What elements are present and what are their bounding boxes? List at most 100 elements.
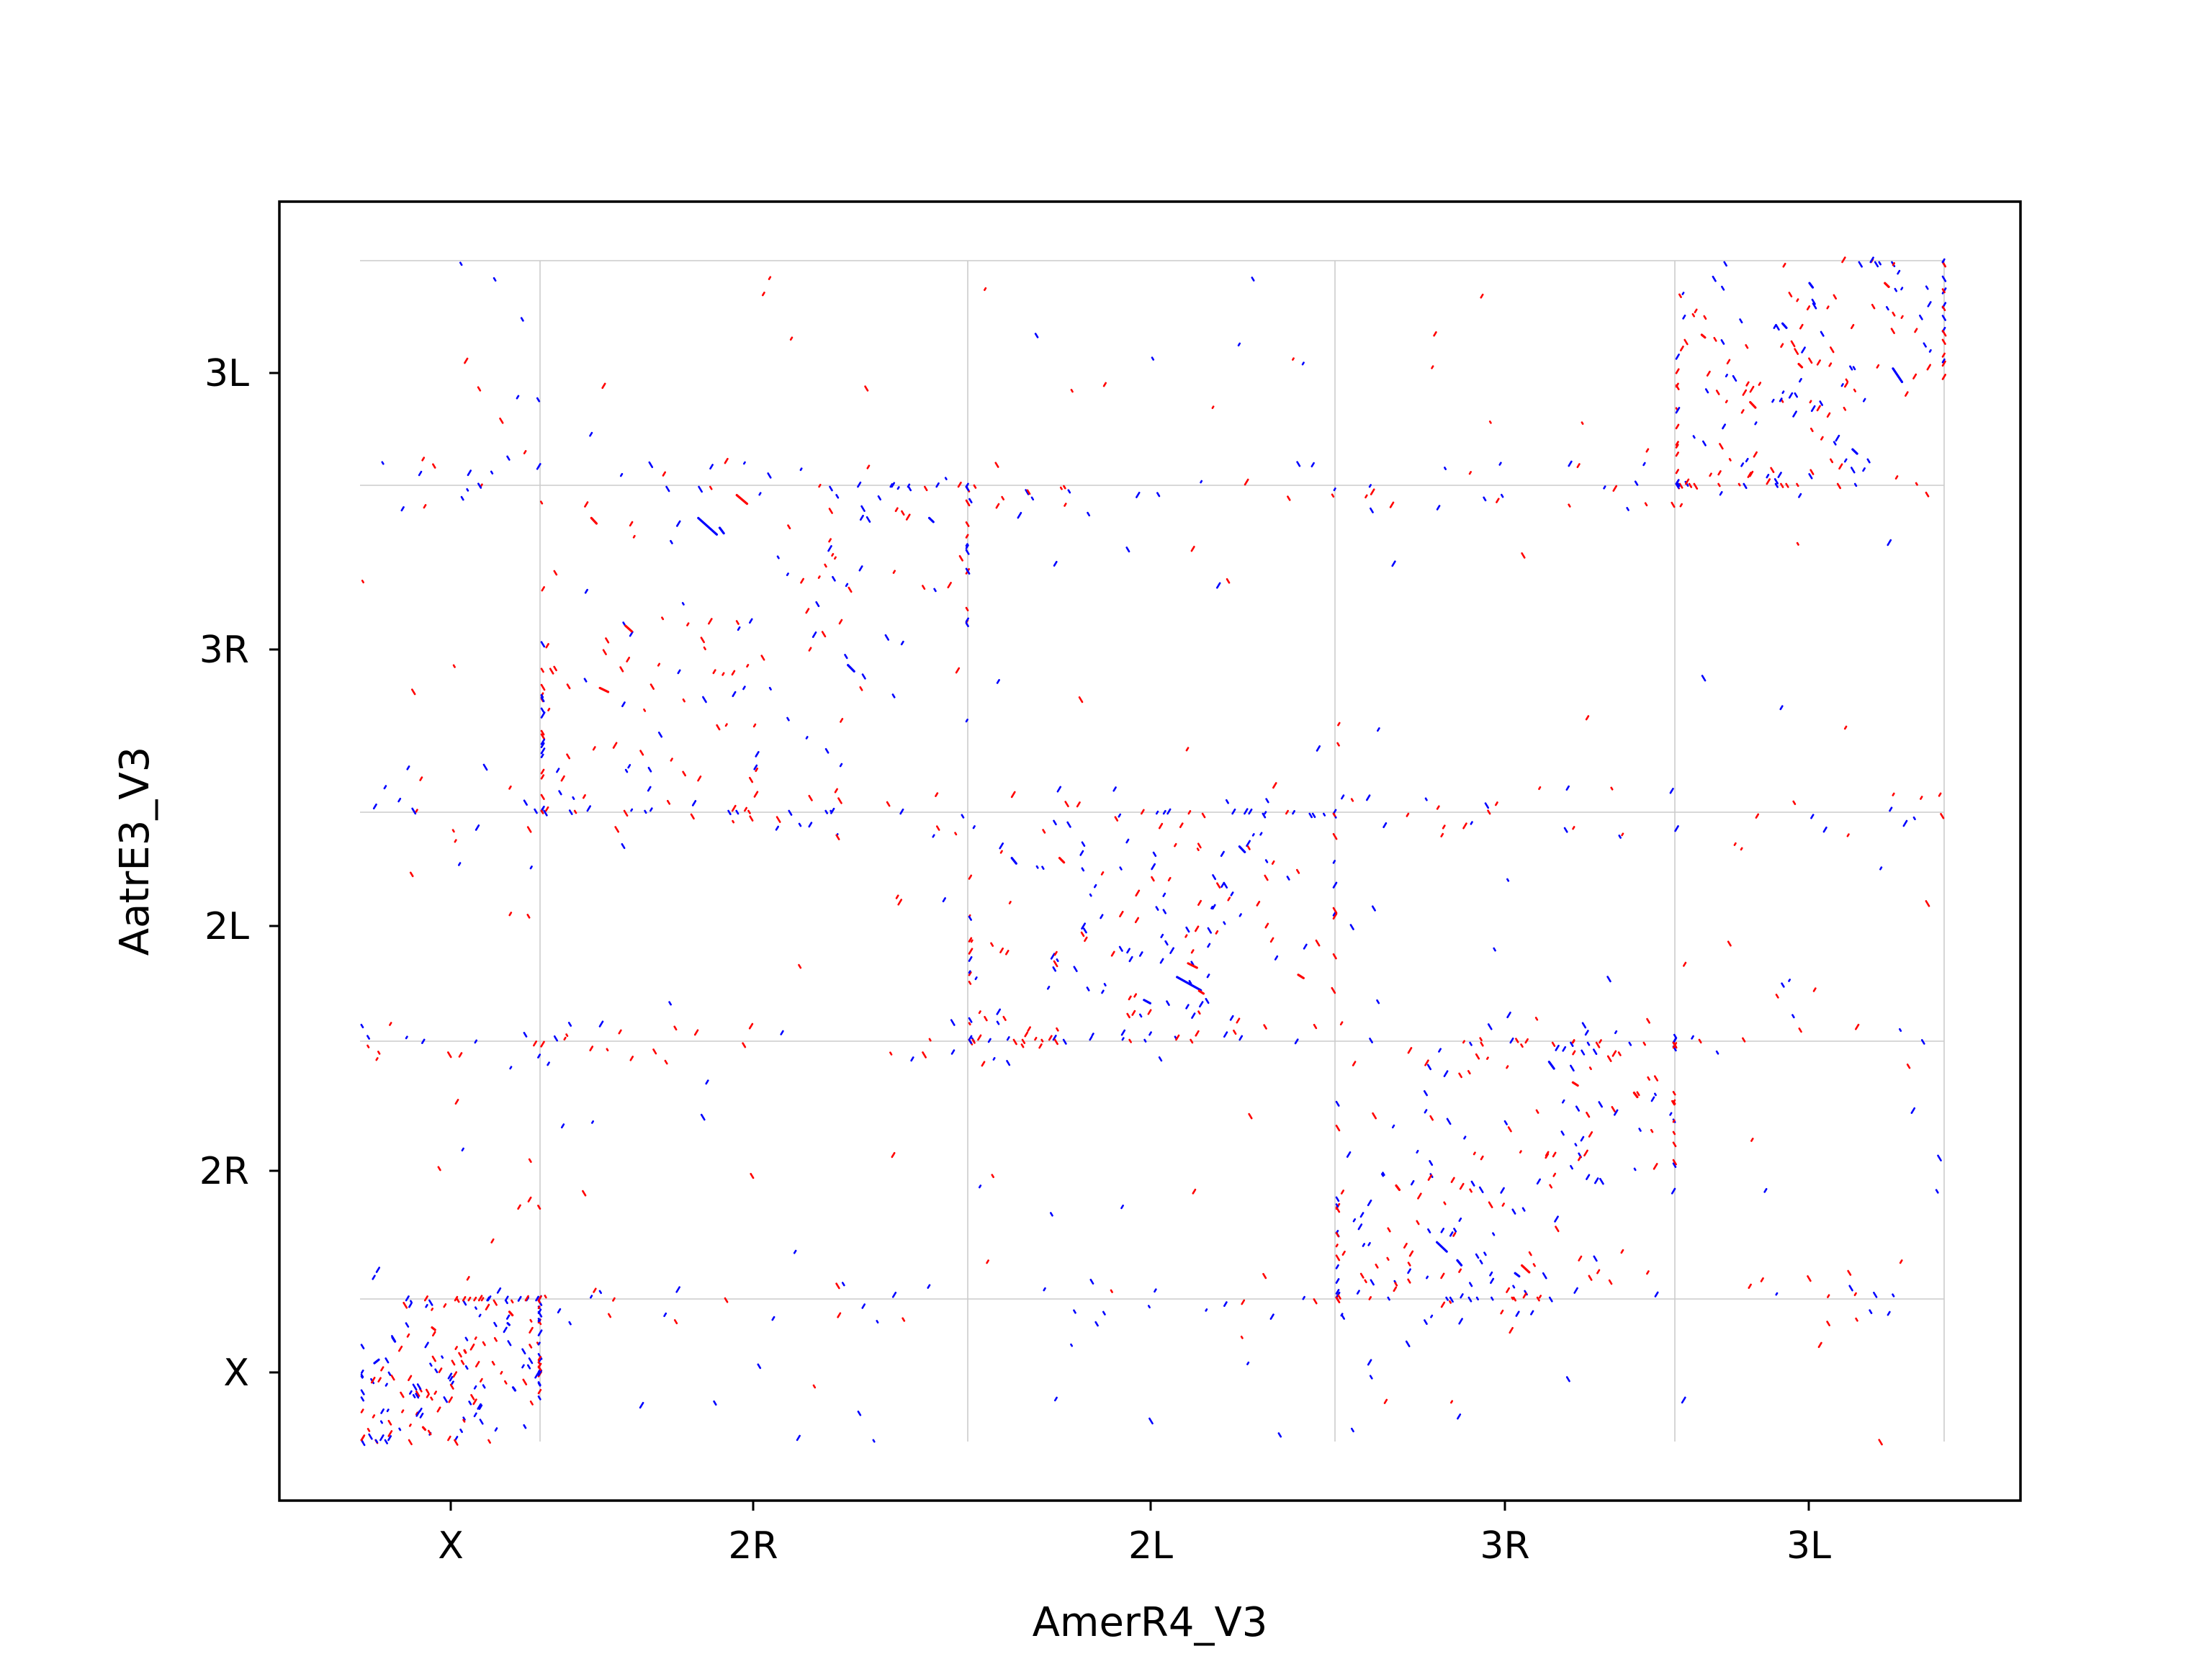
- alignment-point: [1925, 285, 1929, 290]
- alignment-point: [1538, 1295, 1542, 1299]
- series-1-segment-18: [1700, 333, 1707, 339]
- alignment-point: [1128, 1038, 1132, 1043]
- alignment-point: [1646, 1270, 1650, 1275]
- alignment-point: [1086, 986, 1090, 992]
- alignment-point: [673, 1319, 678, 1325]
- alignment-point: [767, 472, 772, 479]
- alignment-point: [601, 382, 606, 390]
- alignment-point: [572, 796, 575, 800]
- alignment-point: [1826, 305, 1830, 310]
- alignment-point: [968, 970, 971, 974]
- alignment-point: [1745, 381, 1750, 387]
- alignment-point: [724, 723, 728, 727]
- alignment-point: [877, 495, 881, 500]
- alignment-point: [1570, 1064, 1575, 1072]
- alignment-point: [1492, 1232, 1496, 1236]
- alignment-point: [427, 1429, 432, 1436]
- alignment-point: [1248, 808, 1253, 815]
- alignment-point: [788, 809, 793, 816]
- alignment-point: [1053, 950, 1058, 956]
- alignment-point: [389, 1022, 392, 1026]
- alignment-point: [829, 485, 833, 492]
- alignment-point: [526, 826, 532, 833]
- alignment-point: [1572, 1050, 1576, 1056]
- alignment-point: [360, 1344, 365, 1349]
- alignment-point: [841, 1282, 845, 1287]
- series-0-segment-12: [1238, 845, 1246, 853]
- alignment-point: [1084, 936, 1088, 943]
- alignment-point: [372, 803, 377, 810]
- alignment-point: [973, 484, 977, 489]
- alignment-point: [534, 1372, 539, 1379]
- alignment-point: [630, 808, 634, 812]
- alignment-point: [423, 504, 427, 509]
- alignment-point: [1672, 1159, 1677, 1166]
- alignment-point: [1190, 545, 1195, 552]
- alignment-point: [1148, 1417, 1154, 1425]
- alignment-point: [1026, 489, 1031, 495]
- alignment-point: [1479, 1037, 1483, 1041]
- alignment-point: [1855, 1023, 1860, 1030]
- alignment-point: [1371, 905, 1376, 912]
- alignment-point: [543, 809, 548, 817]
- alignment-point: [1154, 1288, 1157, 1293]
- alignment-point: [1565, 1376, 1570, 1382]
- alignment-point: [468, 1401, 472, 1406]
- alignment-point: [1503, 1120, 1508, 1125]
- alignment-point: [455, 1297, 460, 1303]
- alignment-point: [474, 1336, 477, 1340]
- alignment-point: [1826, 412, 1831, 418]
- alignment-point: [838, 619, 843, 625]
- alignment-point: [1367, 1241, 1371, 1246]
- alignment-point: [1750, 1138, 1754, 1142]
- alignment-point: [1617, 1051, 1622, 1056]
- alignment-point: [1849, 365, 1853, 371]
- alignment-point: [473, 1385, 477, 1390]
- alignment-point: [1143, 1038, 1147, 1043]
- alignment-point: [1845, 378, 1849, 383]
- alignment-point: [1005, 950, 1010, 956]
- alignment-point: [1340, 1190, 1344, 1195]
- alignment-point: [1043, 1287, 1046, 1292]
- alignment-point: [415, 1411, 419, 1416]
- alignment-point: [1408, 1250, 1414, 1257]
- alignment-point: [477, 386, 482, 392]
- alignment-point: [961, 814, 965, 819]
- alignment-point: [709, 485, 713, 490]
- alignment-point: [1608, 1279, 1613, 1285]
- alignment-point: [970, 939, 974, 943]
- alignment-point: [1457, 1413, 1462, 1420]
- alignment-point: [702, 696, 707, 703]
- alignment-point: [1887, 539, 1892, 547]
- alignment-point: [815, 601, 820, 608]
- alignment-point: [1265, 798, 1269, 804]
- alignment-point: [1370, 488, 1375, 495]
- alignment-point: [360, 1373, 364, 1378]
- alignment-point: [1407, 1268, 1411, 1274]
- alignment-point: [732, 691, 737, 698]
- alignment-point: [566, 753, 571, 760]
- alignment-point: [923, 485, 928, 492]
- alignment-point: [808, 794, 813, 801]
- alignment-point: [1683, 338, 1689, 346]
- alignment-point: [451, 1359, 456, 1366]
- alignment-point: [380, 1408, 385, 1414]
- alignment-point: [647, 786, 652, 792]
- alignment-point: [1626, 507, 1629, 511]
- alignment-point: [872, 1439, 876, 1443]
- alignment-point: [1766, 478, 1771, 485]
- alignment-point: [824, 747, 830, 754]
- alignment-point: [452, 664, 456, 668]
- alignment-point: [1484, 802, 1490, 809]
- alignment-point: [1387, 1227, 1391, 1233]
- alignment-point: [670, 539, 673, 544]
- alignment-point: [1332, 907, 1338, 914]
- alignment-point: [1715, 1050, 1719, 1055]
- alignment-point: [1681, 1396, 1686, 1404]
- alignment-point: [523, 1032, 528, 1038]
- alignment-point: [411, 688, 416, 696]
- alignment-point: [1677, 482, 1681, 487]
- alignment-point: [1673, 1033, 1677, 1038]
- alignment-point: [901, 510, 905, 516]
- alignment-point: [884, 634, 890, 641]
